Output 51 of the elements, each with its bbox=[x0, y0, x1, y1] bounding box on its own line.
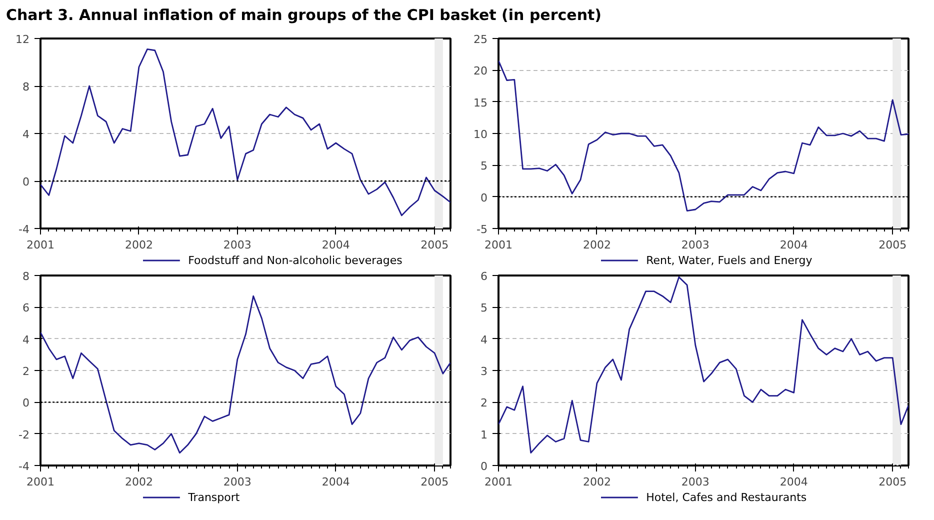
chart-title: Chart 3. Annual inflation of main groups of the CPI basket (in percent) bbox=[6, 5, 602, 26]
legend-label: Hotel, Cafes and Restaurants bbox=[646, 491, 807, 504]
y-tick-label: 0 bbox=[480, 191, 488, 204]
legend-label: Transport bbox=[187, 491, 240, 504]
x-tick-label: 2002 bbox=[582, 238, 611, 252]
y-tick-label: 3 bbox=[480, 365, 488, 378]
x-tick-label: 2003 bbox=[223, 238, 252, 252]
y-tick-label: 2 bbox=[480, 396, 488, 410]
x-tick-label: 2001 bbox=[26, 238, 55, 252]
y-tick-label: 5 bbox=[480, 302, 488, 315]
x-tick-label: 2004 bbox=[322, 238, 350, 252]
y-tick-label: 6 bbox=[22, 302, 30, 315]
y-tick-label: 4 bbox=[480, 333, 488, 346]
y-tick-label: 20 bbox=[474, 64, 488, 78]
x-tick-label: 2002 bbox=[582, 476, 611, 488]
legend-label: Foodstuff and Non-alcoholic beverages bbox=[188, 254, 403, 267]
x-tick-label: 2001 bbox=[484, 476, 513, 488]
x-tick-label: 2001 bbox=[26, 476, 55, 488]
x-tick-label: 2003 bbox=[681, 238, 710, 252]
x-tick-label: 2004 bbox=[780, 238, 808, 252]
x-tick-label: 2005 bbox=[420, 476, 449, 488]
y-tick-label: -4 bbox=[18, 223, 30, 236]
y-tick-label: 6 bbox=[480, 270, 488, 283]
x-tick-label: 2003 bbox=[223, 476, 252, 488]
x-tick-label: 2003 bbox=[681, 476, 710, 488]
y-tick-label: 8 bbox=[22, 270, 30, 283]
y-tick-label: 15 bbox=[474, 96, 488, 110]
y-tick-label: 25 bbox=[474, 33, 488, 46]
x-tick-label: 2005 bbox=[878, 476, 907, 488]
y-tick-label: 4 bbox=[22, 128, 30, 141]
y-tick-label: 0 bbox=[22, 396, 30, 410]
y-tick-label: 4 bbox=[22, 333, 30, 346]
y-tick-label: 8 bbox=[22, 80, 30, 94]
legend-label: Rent, Water, Fuels and Energy bbox=[646, 254, 813, 267]
y-tick-label: 0 bbox=[22, 176, 30, 188]
x-tick-label: 2005 bbox=[420, 238, 449, 252]
y-tick-label: 2 bbox=[22, 365, 30, 378]
y-tick-label: -2 bbox=[18, 428, 30, 442]
y-tick-label: 1 bbox=[480, 428, 488, 442]
y-tick-label: 5 bbox=[480, 160, 488, 173]
y-tick-label: 10 bbox=[474, 128, 488, 141]
x-tick-label: 2004 bbox=[780, 476, 808, 488]
y-tick-label: -4 bbox=[18, 460, 30, 473]
y-tick-label: -5 bbox=[476, 223, 488, 236]
x-tick-label: 2002 bbox=[124, 238, 153, 252]
x-tick-label: 2002 bbox=[124, 476, 153, 488]
y-tick-label: 12 bbox=[16, 33, 30, 46]
x-tick-label: 2001 bbox=[484, 238, 513, 252]
x-tick-label: 2004 bbox=[322, 476, 350, 488]
x-tick-label: 2005 bbox=[878, 238, 907, 252]
y-tick-label: 0 bbox=[480, 460, 488, 473]
